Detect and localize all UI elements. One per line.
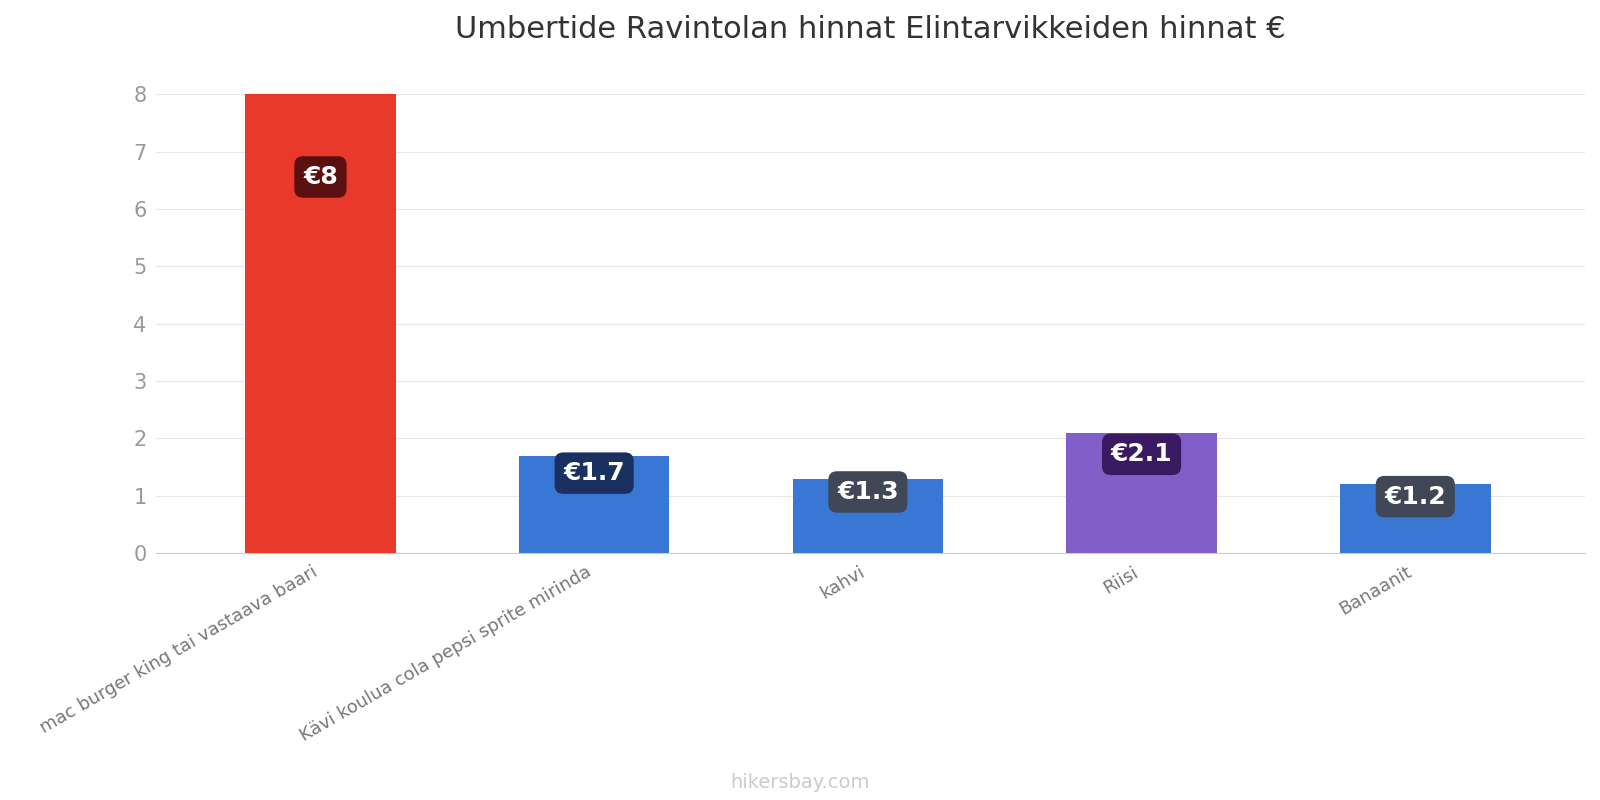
Text: €8: €8	[302, 165, 338, 189]
Bar	[1341, 484, 1491, 553]
Bar	[1066, 433, 1218, 553]
Text: €1.2: €1.2	[1384, 485, 1446, 509]
Text: hikersbay.com: hikersbay.com	[730, 773, 870, 792]
Bar	[245, 94, 395, 553]
Text: €1.7: €1.7	[563, 461, 626, 485]
Bar	[518, 456, 669, 553]
Bar	[792, 478, 942, 553]
Text: €1.3: €1.3	[837, 480, 899, 504]
Text: €2.1: €2.1	[1110, 442, 1173, 466]
Title: Umbertide Ravintolan hinnat Elintarvikkeiden hinnat €: Umbertide Ravintolan hinnat Elintarvikke…	[456, 15, 1286, 44]
